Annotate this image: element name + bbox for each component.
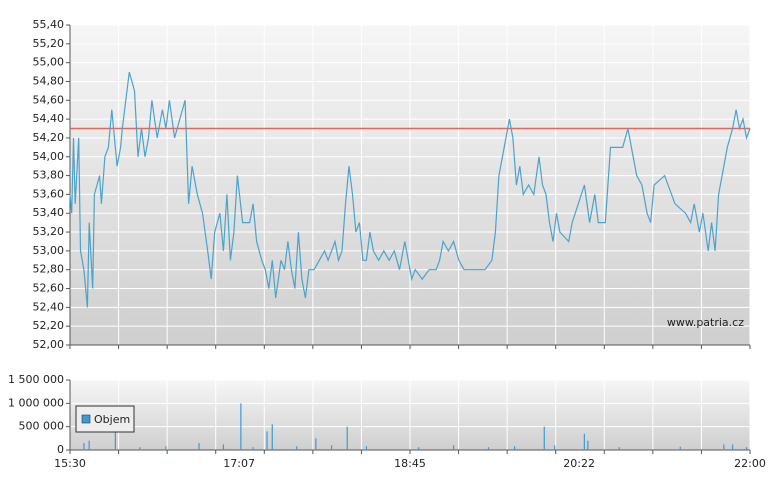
volume-bar <box>315 438 317 450</box>
y-tick-label: 54,40 <box>33 112 65 125</box>
y-tick-label: 53,60 <box>33 187 65 200</box>
volume-bar <box>198 443 200 450</box>
y-tick-label: 54,80 <box>33 74 65 87</box>
volume-bar <box>252 447 254 450</box>
volume-bar <box>165 446 167 450</box>
volume-bar <box>745 447 748 450</box>
x-tick-label: 15:30 <box>54 457 86 470</box>
volume-bar <box>418 447 420 450</box>
y-tick-label: 53,20 <box>33 225 65 238</box>
y-tick-label: 1 000 000 <box>8 396 64 409</box>
y-tick-label: 54,60 <box>33 93 65 106</box>
volume-bar <box>554 445 556 450</box>
y-tick-label: 53,80 <box>33 169 65 182</box>
volume-bar <box>83 443 85 450</box>
legend-swatch <box>81 414 91 424</box>
volume-bar <box>88 440 90 450</box>
volume-bar <box>731 444 734 450</box>
volume-bar <box>139 447 141 450</box>
x-tick-label: 22:00 <box>734 457 766 470</box>
y-tick-label: 55,20 <box>33 37 65 50</box>
volume-bar <box>330 445 333 450</box>
y-tick-label: 53,00 <box>33 244 65 257</box>
x-tick-label: 18:45 <box>394 457 426 470</box>
y-tick-label: 52,60 <box>33 282 65 295</box>
volume-bar <box>452 445 455 450</box>
y-tick-label: 52,40 <box>33 300 65 313</box>
price-line <box>69 71 751 308</box>
y-tick-label: 53,40 <box>33 206 65 219</box>
legend-label: Objem <box>94 413 130 426</box>
volume-bar <box>266 431 268 450</box>
x-tick-label: 17:07 <box>223 457 255 470</box>
y-tick-label: 52,80 <box>33 263 65 276</box>
y-tick-label: 500 000 <box>19 420 65 433</box>
volume-bar <box>296 446 298 450</box>
y-tick-label: 52,20 <box>33 319 65 332</box>
volume-bar <box>618 447 620 450</box>
y-tick-label: 0 <box>57 443 64 456</box>
volume-bar <box>271 424 273 450</box>
watermark: www.patria.cz <box>667 316 744 329</box>
y-tick-label: 55,40 <box>33 18 65 31</box>
volume-bar <box>365 446 368 450</box>
volume-bar <box>583 433 585 450</box>
volume-bar <box>240 403 242 450</box>
y-tick-label: 1 500 000 <box>8 373 64 386</box>
volume-bar <box>346 426 348 450</box>
volume-bar <box>587 440 589 450</box>
y-tick-label: 54,20 <box>33 131 65 144</box>
volume-bar <box>543 426 545 450</box>
volume-bar <box>487 447 490 450</box>
y-tick-label: 55,00 <box>33 56 65 69</box>
y-tick-label: 54,00 <box>33 150 65 163</box>
volume-bar <box>723 444 725 450</box>
volume-bar <box>222 444 225 450</box>
x-tick-label: 20:22 <box>563 457 595 470</box>
y-tick-label: 52,00 <box>33 338 65 351</box>
volume-bar <box>514 446 516 450</box>
volume-bar <box>679 446 681 450</box>
